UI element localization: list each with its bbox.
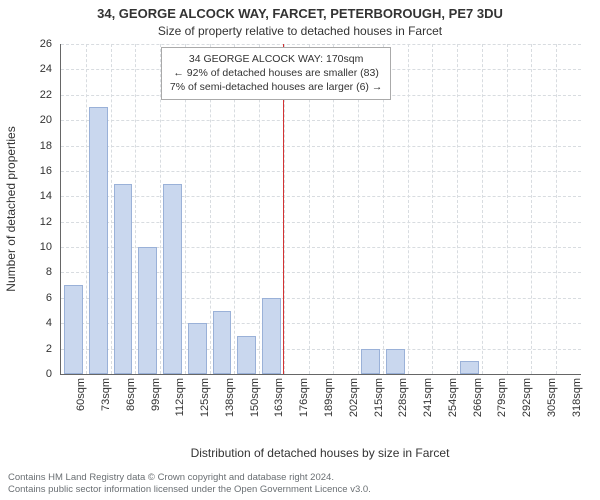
bar-slot <box>532 44 557 374</box>
chart-subtitle: Size of property relative to detached ho… <box>0 24 600 38</box>
y-tick-label: 22 <box>2 90 52 100</box>
histogram-bar <box>237 336 256 374</box>
histogram-bar <box>188 323 207 374</box>
annotation-line: 7% of semi-detached houses are larger (6… <box>170 80 382 94</box>
x-tick-label: 266sqm <box>472 378 484 417</box>
x-tick-label: 163sqm <box>273 378 285 417</box>
y-tick-label: 26 <box>2 39 52 49</box>
x-tick-label: 138sqm <box>224 378 236 417</box>
bar-slot <box>457 44 482 374</box>
x-tick-label: 73sqm <box>100 378 112 411</box>
y-tick-label: 16 <box>2 166 52 176</box>
x-tick-label: 99sqm <box>150 378 162 411</box>
chart-root: 34, GEORGE ALCOCK WAY, FARCET, PETERBORO… <box>0 0 600 500</box>
x-tick-label: 150sqm <box>249 378 261 417</box>
bar-slot <box>86 44 111 374</box>
x-tick-label: 86sqm <box>125 378 137 411</box>
histogram-bar <box>89 107 108 374</box>
footer-line: Contains public sector information licen… <box>8 484 371 496</box>
bar-slot <box>432 44 457 374</box>
bar-slot <box>111 44 136 374</box>
y-tick-label: 4 <box>2 318 52 328</box>
bar-slot <box>408 44 433 374</box>
x-tick-label: 292sqm <box>521 378 533 417</box>
x-tick-label: 125sqm <box>199 378 211 417</box>
histogram-bar <box>138 247 157 374</box>
x-tick-label: 254sqm <box>447 378 459 417</box>
x-tick-label: 202sqm <box>348 378 360 417</box>
bar-slot <box>556 44 581 374</box>
x-tick-label: 189sqm <box>323 378 335 417</box>
annotation-box: 34 GEORGE ALCOCK WAY: 170sqm ← 92% of de… <box>161 47 391 100</box>
y-tick-label: 0 <box>2 369 52 379</box>
x-tick-label: 176sqm <box>298 378 310 417</box>
x-tick-label: 241sqm <box>422 378 434 417</box>
x-tick-label: 318sqm <box>571 378 583 417</box>
bar-slot <box>135 44 160 374</box>
histogram-bar <box>460 361 479 374</box>
bar-slot <box>507 44 532 374</box>
y-tick-label: 20 <box>2 115 52 125</box>
x-axis-label: Distribution of detached houses by size … <box>60 446 580 460</box>
annotation-line: 34 GEORGE ALCOCK WAY: 170sqm <box>170 52 382 66</box>
annotation-line: ← 92% of detached houses are smaller (83… <box>170 66 382 80</box>
x-tick-label: 279sqm <box>496 378 508 417</box>
y-tick-label: 14 <box>2 191 52 201</box>
x-tick-label: 228sqm <box>397 378 409 417</box>
histogram-bar <box>262 298 281 374</box>
y-tick-label: 6 <box>2 293 52 303</box>
bar-slot <box>482 44 507 374</box>
chart-title: 34, GEORGE ALCOCK WAY, FARCET, PETERBORO… <box>0 6 600 21</box>
x-tick-label: 305sqm <box>546 378 558 417</box>
x-axis-ticks: 60sqm 73sqm 86sqm 99sqm 112sqm 125sqm 138sqm 15… <box>60 376 580 446</box>
y-tick-label: 12 <box>2 217 52 227</box>
histogram-bar <box>114 184 133 374</box>
y-tick-label: 2 <box>2 344 52 354</box>
footer-line: Contains HM Land Registry data © Crown c… <box>8 472 371 484</box>
histogram-bar <box>163 184 182 374</box>
histogram-bar <box>213 311 232 374</box>
y-tick-label: 8 <box>2 267 52 277</box>
y-tick-label: 18 <box>2 141 52 151</box>
histogram-bar <box>64 285 83 374</box>
histogram-bar <box>361 349 380 374</box>
x-tick-label: 215sqm <box>373 378 385 417</box>
bar-slot <box>61 44 86 374</box>
plot-area: 34 GEORGE ALCOCK WAY: 170sqm ← 92% of de… <box>60 44 581 375</box>
x-tick-label: 112sqm <box>174 378 186 416</box>
y-tick-label: 10 <box>2 242 52 252</box>
histogram-bar <box>386 349 405 374</box>
x-tick-label: 60sqm <box>75 378 87 411</box>
y-axis-ticks: 02468101214161820222426 <box>0 44 56 374</box>
footer-attribution: Contains HM Land Registry data © Crown c… <box>8 472 371 496</box>
y-tick-label: 24 <box>2 64 52 74</box>
